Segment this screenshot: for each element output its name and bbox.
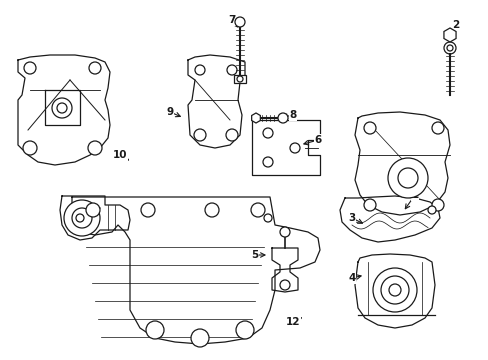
Circle shape bbox=[195, 65, 204, 75]
Circle shape bbox=[388, 284, 400, 296]
Text: 2: 2 bbox=[451, 20, 459, 30]
Polygon shape bbox=[251, 113, 260, 123]
Circle shape bbox=[72, 208, 92, 228]
Circle shape bbox=[363, 199, 375, 211]
Circle shape bbox=[264, 214, 271, 222]
Text: 1: 1 bbox=[410, 190, 418, 200]
Circle shape bbox=[88, 141, 102, 155]
Polygon shape bbox=[60, 196, 130, 240]
Text: 10: 10 bbox=[113, 150, 127, 160]
Circle shape bbox=[263, 157, 272, 167]
Circle shape bbox=[289, 143, 299, 153]
Polygon shape bbox=[251, 120, 319, 175]
Text: 8: 8 bbox=[289, 110, 296, 120]
Circle shape bbox=[372, 268, 416, 312]
Circle shape bbox=[89, 62, 101, 74]
Polygon shape bbox=[18, 55, 110, 165]
Circle shape bbox=[431, 122, 443, 134]
Polygon shape bbox=[354, 112, 449, 215]
Circle shape bbox=[226, 65, 237, 75]
Circle shape bbox=[23, 141, 37, 155]
Circle shape bbox=[24, 62, 36, 74]
Circle shape bbox=[52, 98, 72, 118]
Circle shape bbox=[76, 214, 84, 222]
Polygon shape bbox=[45, 90, 80, 125]
Circle shape bbox=[446, 45, 452, 51]
Text: 11: 11 bbox=[82, 203, 97, 213]
Circle shape bbox=[363, 122, 375, 134]
Text: 7: 7 bbox=[228, 15, 235, 25]
Polygon shape bbox=[72, 197, 319, 344]
Circle shape bbox=[141, 203, 155, 217]
Circle shape bbox=[57, 103, 67, 113]
Circle shape bbox=[263, 128, 272, 138]
Circle shape bbox=[278, 113, 287, 123]
Circle shape bbox=[431, 199, 443, 211]
Circle shape bbox=[427, 206, 435, 214]
Text: 12: 12 bbox=[285, 317, 300, 327]
Polygon shape bbox=[443, 28, 455, 42]
Polygon shape bbox=[354, 254, 434, 328]
Circle shape bbox=[225, 129, 238, 141]
Polygon shape bbox=[187, 55, 244, 148]
Circle shape bbox=[86, 203, 100, 217]
Circle shape bbox=[64, 200, 100, 236]
Circle shape bbox=[280, 227, 289, 237]
Circle shape bbox=[194, 129, 205, 141]
Circle shape bbox=[204, 203, 219, 217]
FancyBboxPatch shape bbox=[234, 75, 245, 83]
Polygon shape bbox=[339, 196, 439, 242]
Text: 4: 4 bbox=[347, 273, 355, 283]
Circle shape bbox=[387, 158, 427, 198]
Circle shape bbox=[235, 17, 244, 27]
Text: 9: 9 bbox=[166, 107, 173, 117]
Polygon shape bbox=[271, 248, 297, 292]
Circle shape bbox=[237, 76, 243, 82]
Circle shape bbox=[397, 168, 417, 188]
Circle shape bbox=[236, 321, 253, 339]
Circle shape bbox=[380, 276, 408, 304]
Circle shape bbox=[250, 203, 264, 217]
Text: 6: 6 bbox=[314, 135, 321, 145]
Text: 5: 5 bbox=[251, 250, 258, 260]
Circle shape bbox=[146, 321, 163, 339]
Circle shape bbox=[443, 42, 455, 54]
Text: 3: 3 bbox=[347, 213, 355, 223]
Circle shape bbox=[280, 280, 289, 290]
Circle shape bbox=[191, 329, 208, 347]
